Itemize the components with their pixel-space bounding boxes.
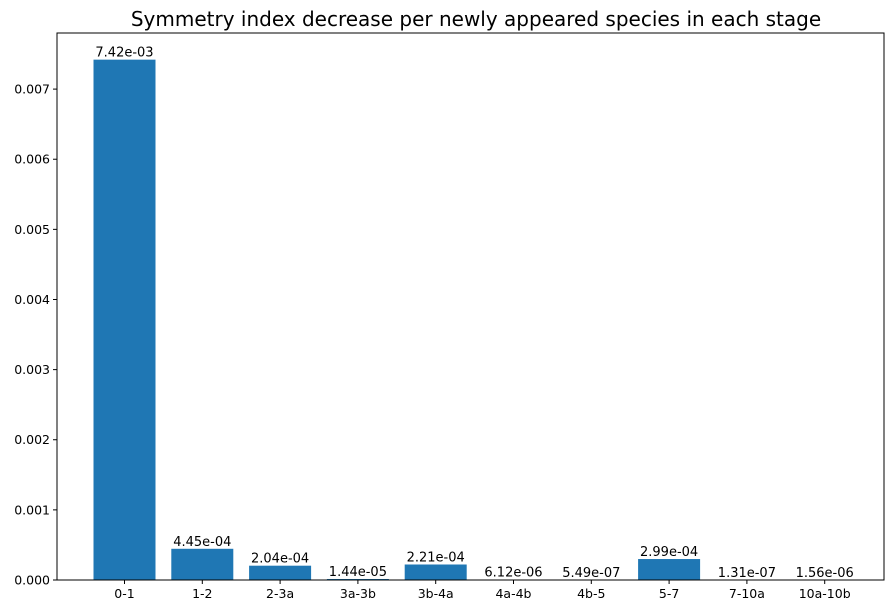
x-tick-label: 4b-5	[577, 586, 605, 598]
bar-5-7	[638, 559, 701, 580]
bar-labels: 7.42e-03 4.45e-04 2.04e-04 1.44e-05 2.21e-04…	[95, 46, 853, 581]
bar-value-label: 1.31e-07	[718, 566, 776, 581]
y-tick-label: 0.006	[14, 152, 50, 167]
y-tick-label: 0.002	[14, 432, 50, 447]
y-tick-label: 0.001	[14, 502, 50, 517]
y-axis: 0.000 0.001 0.002 0.003 0.004 0.005 0.006 0.007	[14, 82, 57, 588]
x-tick-label: 5-7	[659, 586, 679, 598]
bar-value-label: 1.56e-06	[796, 566, 854, 581]
x-tick-label: 2-3a	[266, 586, 294, 598]
x-tick-label: 7-10a	[729, 586, 765, 598]
axes-frame	[56, 32, 885, 581]
y-tick-label: 0.005	[14, 222, 50, 237]
bar-1-2	[171, 548, 234, 580]
bar-value-label: 7.42e-03	[95, 46, 153, 61]
bar-value-label: 4.45e-04	[173, 535, 231, 550]
bar-value-label: 2.04e-04	[251, 552, 309, 567]
bar-value-label: 2.99e-04	[640, 545, 698, 560]
x-tick-label: 1-2	[192, 586, 212, 598]
bars	[93, 59, 856, 580]
bar-value-label: 2.21e-04	[407, 551, 465, 566]
x-tick-label: 4a-4b	[495, 586, 531, 598]
x-tick-label: 3a-3b	[340, 586, 376, 598]
bar-0-1	[93, 59, 156, 580]
bar-value-label: 1.44e-05	[329, 565, 387, 580]
x-axis: 0-1 1-2 2-3a 3a-3b 3b-4a 4a-4b 4b-5 5-7 7-10a 10a…	[114, 580, 851, 598]
chart-title: Symmetry index decrease per newly appear…	[131, 7, 821, 31]
bar-value-label: 6.12e-06	[484, 566, 542, 581]
y-tick-label: 0.004	[14, 292, 50, 307]
x-tick-label: 10a-10b	[799, 586, 851, 598]
x-tick-label: 0-1	[114, 586, 134, 598]
bar-3a-3b	[326, 578, 389, 580]
bar-3b-4a	[404, 564, 467, 580]
x-tick-label: 3b-4a	[418, 586, 454, 598]
y-tick-label: 0.003	[14, 362, 50, 377]
y-tick-label: 0.000	[14, 573, 50, 588]
y-tick-label: 0.007	[14, 82, 50, 97]
bar-value-label: 5.49e-07	[562, 566, 620, 581]
bar-2-3a	[249, 565, 312, 580]
